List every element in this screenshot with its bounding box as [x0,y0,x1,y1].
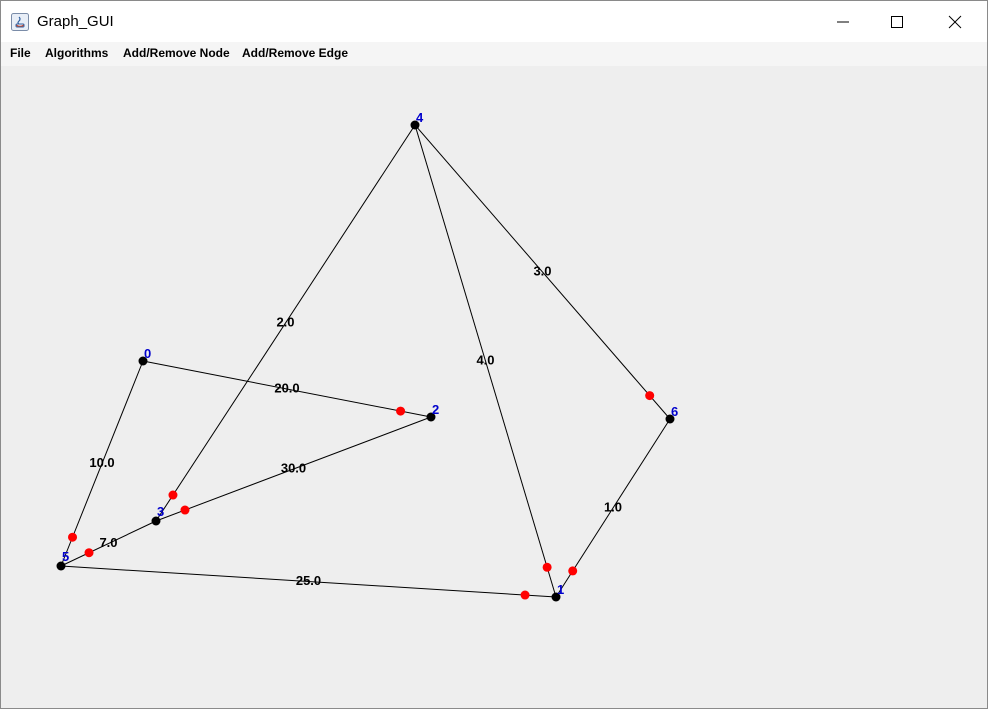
java-app-icon [11,13,29,31]
menu-file[interactable]: File [10,46,31,60]
node-label-4: 4 [416,110,424,125]
maximize-button[interactable] [869,1,925,42]
edge-weight-5-1: 25.0 [296,573,321,588]
edge-4-3[interactable] [155,124,416,522]
arrow-heads-layer [68,391,655,600]
arrow-head-0-5 [68,532,78,542]
menu-add-remove-node[interactable]: Add/Remove Node [123,46,230,60]
node-2[interactable] [426,412,436,422]
edge-weight-6-1: 1.0 [604,499,622,514]
minimize-button[interactable] [815,1,871,42]
edge-weight-0-5: 10.0 [89,455,114,470]
node-0[interactable] [138,356,148,366]
edge-weight-3-5: 7.0 [99,535,117,550]
arrow-head-5-1 [520,590,530,600]
node-label-1: 1 [557,582,564,597]
menu-algorithms[interactable]: Algorithms [45,46,109,60]
title-bar[interactable]: Graph_GUI [1,1,987,42]
graph-canvas[interactable]: 20.0 10.0 30.0 2.0 4.0 3.0 1.0 25.0 7.0 0 1 2 3 4 5 6 [1,66,987,708]
edge-weight-4-3: 2.0 [276,314,294,329]
close-button[interactable] [927,1,983,42]
edge-weight-2-3: 30.0 [281,460,306,475]
edge-4-6[interactable] [414,124,671,420]
arrow-head-4-1 [542,562,552,572]
arrow-head-2-3 [180,505,190,515]
edge-5-1[interactable] [60,565,557,598]
window-title: Graph_GUI [37,13,114,30]
close-icon [948,15,962,29]
edge-weight-4-1: 4.0 [476,352,494,367]
node-label-5: 5 [62,549,69,564]
arrow-head-6-1 [568,566,578,576]
graph-drawing: 20.0 10.0 30.0 2.0 4.0 3.0 1.0 25.0 7.0 0 1 2 3 4 5 6 [56,110,678,602]
arrow-head-0-2 [396,406,406,416]
edge-4-1[interactable] [414,124,557,598]
arrow-head-4-3 [168,490,178,500]
edges-layer [60,124,671,598]
edge-weight-4-6: 3.0 [533,263,551,278]
arrow-head-3-5 [84,548,94,558]
nodes-layer: 0 1 2 3 4 5 6 [56,110,678,602]
edge-3-5[interactable] [60,520,157,567]
node-label-3: 3 [157,504,164,519]
node-label-0: 0 [144,346,151,361]
node-label-2: 2 [432,402,439,417]
node-4[interactable] [410,120,420,130]
edge-weights-layer: 20.0 10.0 30.0 2.0 4.0 3.0 1.0 25.0 7.0 [89,263,622,588]
maximize-icon [891,16,903,28]
menu-bar: File Algorithms Add/Remove Node Add/Remo… [1,42,987,66]
node-6[interactable] [665,414,675,424]
node-5[interactable] [56,561,66,571]
node-1[interactable] [551,592,561,602]
menu-add-remove-edge[interactable]: Add/Remove Edge [242,46,349,60]
node-3[interactable] [151,516,161,526]
minimize-icon [837,21,849,23]
arrow-head-4-6 [645,391,655,401]
edge-0-2[interactable] [142,360,432,418]
edge-2-3[interactable] [155,416,432,522]
node-label-6: 6 [671,404,678,419]
edge-weight-0-2: 20.0 [274,380,299,395]
edge-0-5[interactable] [60,360,144,567]
